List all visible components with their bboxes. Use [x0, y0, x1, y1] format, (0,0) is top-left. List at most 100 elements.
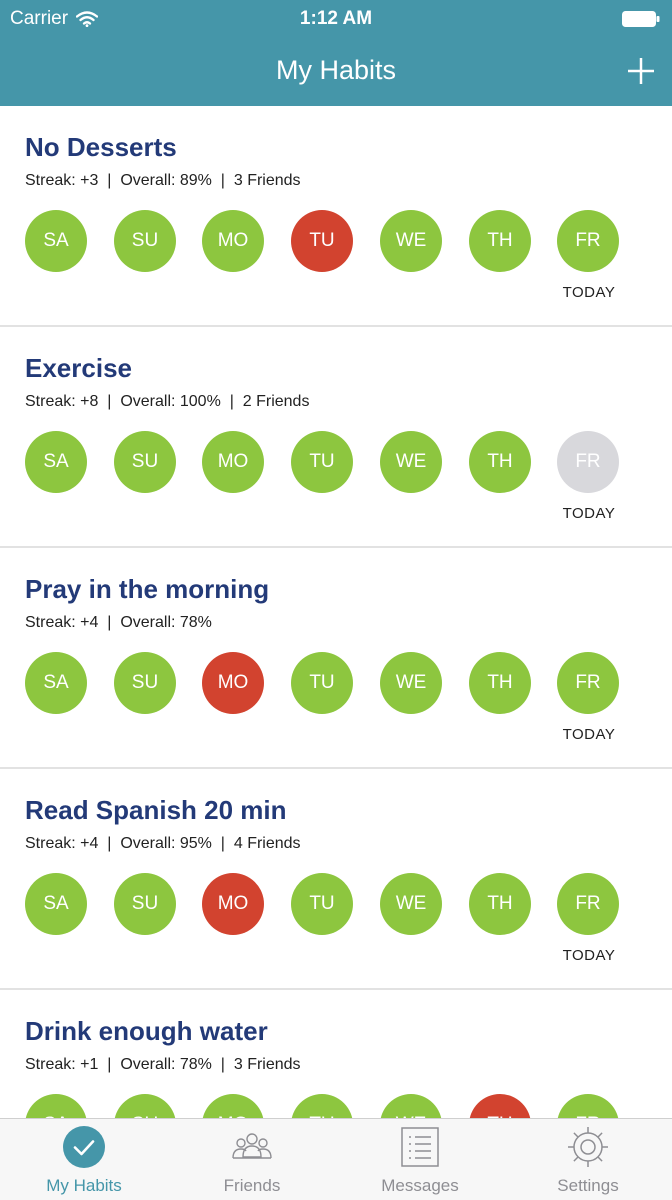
day-toggle-fr[interactable]: FR [557, 652, 619, 714]
tab-my-habits[interactable]: My Habits [0, 1119, 168, 1200]
habit-title: Exercise [25, 353, 132, 383]
day-toggle-th[interactable]: TH [469, 873, 531, 935]
day-toggle-tu[interactable]: TU [291, 652, 353, 714]
day-toggle-sa[interactable]: SA [25, 210, 87, 272]
tab-messages[interactable]: Messages [336, 1119, 504, 1200]
habit-stat: Streak: +4 [25, 614, 99, 631]
habit-stat: Overall: 89% [120, 172, 212, 189]
day-toggle-mo[interactable]: MO [202, 873, 264, 935]
habit-title: Read Spanish 20 min [25, 795, 287, 825]
battery-icon [622, 11, 660, 27]
day-row: SA SU MO TU WE TH FR [25, 1094, 645, 1118]
habit-stat: Streak: +3 [25, 172, 99, 189]
habit-card[interactable]: Exercise Streak: +8 | Overall: 100% | 2 … [0, 327, 672, 548]
today-label: TODAY [562, 284, 616, 301]
status-bar: Carrier 1:12 AM [0, 0, 672, 38]
habit-card[interactable]: No Desserts Streak: +3 | Overall: 89% | … [0, 106, 672, 327]
habit-stat: 3 Friends [233, 1056, 301, 1073]
habit-list[interactable]: No Desserts Streak: +3 | Overall: 89% | … [0, 106, 672, 1118]
habit-card[interactable]: Drink enough water Streak: +1 | Overall:… [0, 990, 672, 1118]
gear-icon [568, 1127, 608, 1167]
day-row: SA SU MO TU WE TH FR [25, 210, 645, 272]
day-toggle-th[interactable]: TH [469, 1094, 531, 1118]
today-label: TODAY [562, 947, 616, 964]
day-toggle-th[interactable]: TH [469, 431, 531, 493]
day-toggle-su[interactable]: SU [114, 431, 176, 493]
habit-stats: Streak: +1 | Overall: 78% | 3 Friends [25, 1056, 301, 1074]
day-toggle-mo[interactable]: MO [202, 1094, 264, 1118]
habit-title: No Desserts [25, 132, 177, 162]
day-toggle-mo[interactable]: MO [202, 652, 264, 714]
page-title: My Habits [275, 55, 397, 85]
tab-bar: My Habits Friends Messag [0, 1118, 672, 1200]
habit-stats: Streak: +3 | Overall: 89% | 3 Friends [25, 172, 301, 190]
day-toggle-th[interactable]: TH [469, 652, 531, 714]
stat-separator: | [211, 1056, 234, 1073]
list-icon [401, 1127, 439, 1167]
day-toggle-sa[interactable]: SA [25, 873, 87, 935]
day-toggle-we[interactable]: WE [380, 210, 442, 272]
day-toggle-th[interactable]: TH [469, 210, 531, 272]
habit-stat: Streak: +8 [25, 393, 99, 410]
habit-stat: Overall: 100% [120, 393, 221, 410]
day-toggle-we[interactable]: WE [380, 652, 442, 714]
status-time: 1:12 AM [299, 8, 373, 29]
day-toggle-mo[interactable]: MO [202, 210, 264, 272]
stat-separator: | [98, 393, 121, 410]
add-habit-button[interactable] [624, 54, 658, 88]
day-toggle-tu[interactable]: TU [291, 1094, 353, 1118]
day-toggle-su[interactable]: SU [114, 873, 176, 935]
today-label: TODAY [562, 505, 616, 522]
tab-settings[interactable]: Settings [504, 1119, 672, 1200]
day-toggle-sa[interactable]: SA [25, 1094, 87, 1118]
stat-separator: | [211, 172, 234, 189]
day-row: SA SU MO TU WE TH FR [25, 431, 645, 493]
tab-label: Settings [557, 1176, 619, 1195]
habit-stat: Overall: 78% [120, 1056, 212, 1073]
tab-friends[interactable]: Friends [168, 1119, 336, 1200]
day-toggle-fr[interactable]: FR [557, 431, 619, 493]
habit-card[interactable]: Read Spanish 20 min Streak: +4 | Overall… [0, 769, 672, 990]
habit-stat: Streak: +1 [25, 1056, 99, 1073]
navigation-header: Carrier 1:12 AM My Habits [0, 0, 672, 106]
people-icon [232, 1133, 272, 1159]
habit-title: Pray in the morning [25, 574, 270, 604]
wifi-icon [76, 11, 99, 27]
tab-label: Friends [223, 1176, 281, 1195]
day-toggle-fr[interactable]: FR [557, 1094, 619, 1118]
day-toggle-sa[interactable]: SA [25, 652, 87, 714]
day-toggle-tu[interactable]: TU [291, 210, 353, 272]
stat-separator: | [98, 1056, 121, 1073]
habit-stat: 3 Friends [233, 172, 301, 189]
carrier-label: Carrier [10, 8, 69, 29]
day-toggle-tu[interactable]: TU [291, 873, 353, 935]
day-row: SA SU MO TU WE TH FR [25, 652, 645, 714]
habit-stat: Overall: 95% [120, 835, 212, 852]
habit-stat: 2 Friends [242, 393, 310, 410]
carrier-indicator: Carrier [10, 8, 99, 30]
day-toggle-fr[interactable]: FR [557, 210, 619, 272]
habit-card[interactable]: Pray in the morning Streak: +4 | Overall… [0, 548, 672, 769]
habit-stat: Streak: +4 [25, 835, 99, 852]
day-toggle-su[interactable]: SU [114, 1094, 176, 1118]
day-toggle-sa[interactable]: SA [25, 431, 87, 493]
today-label: TODAY [562, 726, 616, 743]
day-toggle-we[interactable]: WE [380, 873, 442, 935]
day-toggle-su[interactable]: SU [114, 210, 176, 272]
habit-title: Drink enough water [25, 1016, 268, 1046]
habit-stats: Streak: +4 | Overall: 95% | 4 Friends [25, 835, 301, 853]
day-toggle-we[interactable]: WE [380, 431, 442, 493]
day-toggle-tu[interactable]: TU [291, 431, 353, 493]
tab-label: My Habits [46, 1176, 122, 1195]
checkmark-circle-icon [63, 1126, 105, 1168]
day-toggle-fr[interactable]: FR [557, 873, 619, 935]
stat-separator: | [98, 172, 121, 189]
day-row: SA SU MO TU WE TH FR [25, 873, 645, 935]
day-toggle-mo[interactable]: MO [202, 431, 264, 493]
day-toggle-we[interactable]: WE [380, 1094, 442, 1118]
habit-stat: Overall: 78% [120, 614, 212, 631]
stat-separator: | [211, 835, 234, 852]
plus-icon [628, 58, 654, 84]
tab-label: Messages [381, 1176, 459, 1195]
day-toggle-su[interactable]: SU [114, 652, 176, 714]
